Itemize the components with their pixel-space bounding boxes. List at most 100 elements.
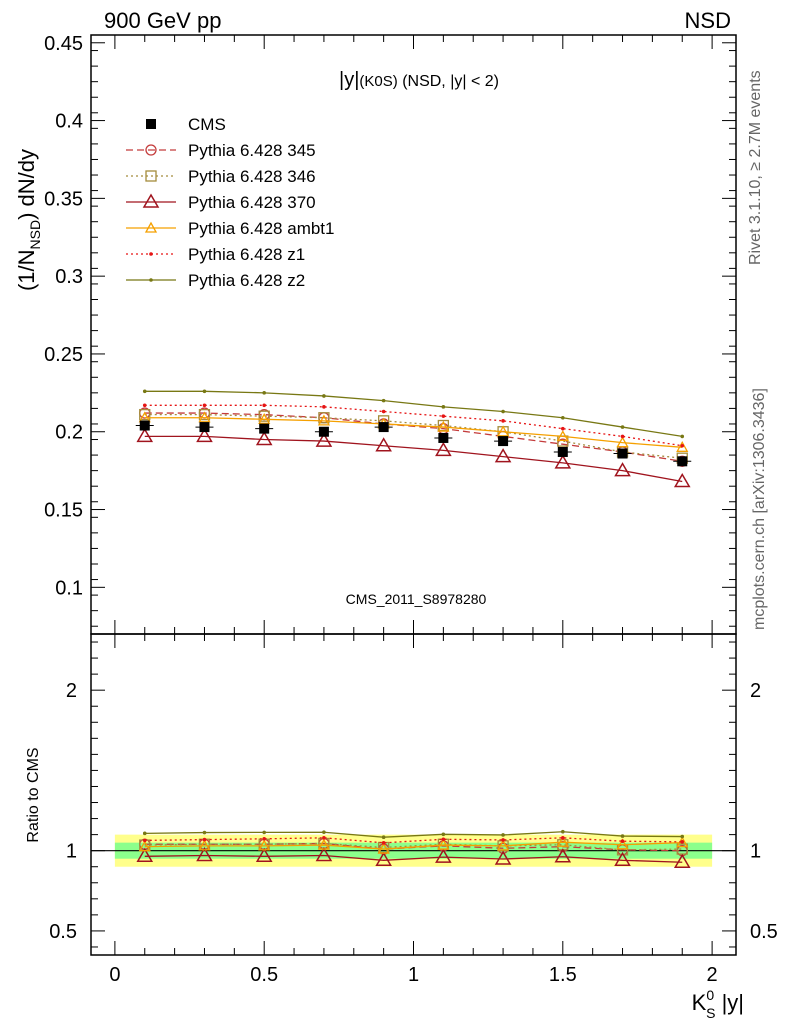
- main-series-line: [144, 412, 683, 462]
- ratio-y-tick-label: 0.5: [49, 921, 77, 943]
- ratio-triangle-marker: [496, 839, 510, 851]
- main-dot-marker: [441, 414, 446, 418]
- ratio-dot-marker: [142, 831, 147, 836]
- ratio-dot-marker: [680, 834, 685, 839]
- main-triangle-marker: [255, 431, 273, 446]
- y-axis-label-pre: (1/N: [14, 249, 39, 291]
- main-square-marker: [139, 408, 151, 421]
- main-triangle-marker: [494, 448, 512, 463]
- cms-data-point: [677, 456, 688, 467]
- x-tick-label: 1: [408, 964, 419, 986]
- ratio-series-5: [142, 836, 685, 845]
- y-tick-label: 0.35: [44, 188, 83, 210]
- x-tick-label: 1.5: [549, 964, 577, 986]
- main-triangle-marker: [556, 430, 569, 442]
- ratio-series-6: [142, 829, 685, 839]
- header-energy-label: 900 GeV pp: [104, 8, 221, 33]
- main-triangle-marker: [673, 473, 691, 488]
- y-tick-label: 0.1: [55, 577, 83, 599]
- ratio-plot-panel: 0.5 0.51 12 20 0.5 1 1.5 2 Ratio to CMS K0 S |y|: [25, 633, 778, 1021]
- x-axis-label-sup: 0: [706, 987, 714, 1003]
- main-dot-marker: [561, 415, 565, 420]
- main-dot-marker: [561, 426, 565, 431]
- main-dot-marker: [322, 394, 326, 398]
- main-dot-marker: [262, 391, 266, 395]
- ratio-triangle-marker: [255, 847, 273, 863]
- legend-entry: Pythia 6.428 z1: [126, 245, 305, 264]
- main-series-line: [144, 435, 683, 483]
- main-square-marker: [198, 408, 211, 421]
- cms-data-point: [139, 420, 150, 431]
- ratio-dot-marker: [381, 841, 386, 845]
- main-dot-marker: [381, 409, 386, 414]
- legend: CMS Pythia 6.428 345 Pythia 6.428 346 Pythi…: [126, 115, 334, 290]
- ratio-dot-marker: [142, 838, 147, 843]
- legend-label: Pythia 6.428 370: [188, 193, 316, 212]
- main-triangle-marker: [196, 427, 213, 443]
- plot-title-particle: (K0S): [359, 73, 397, 90]
- ratio-dot-marker: [501, 838, 505, 842]
- ratio-dot-marker: [620, 834, 625, 838]
- ratio-series-line: [144, 854, 683, 863]
- cms-data-point: [617, 448, 628, 459]
- legend-entry: Pythia 6.428 346: [126, 167, 316, 186]
- main-dot-marker: [620, 434, 625, 439]
- ratio-triangle-marker: [673, 853, 691, 868]
- ratio-plot-frame: [90, 633, 737, 956]
- legend-entry: CMS: [146, 115, 226, 134]
- legend-label: Pythia 6.428 346: [188, 167, 316, 186]
- ratio-dot-marker: [501, 833, 505, 837]
- analysis-watermark: CMS_2011_S8978280: [346, 591, 487, 607]
- ratio-dot-marker: [561, 836, 565, 840]
- ratio-triangle-marker: [258, 839, 271, 851]
- main-square-marker: [318, 412, 330, 424]
- ratio-triangle-marker: [138, 840, 151, 852]
- main-dot-marker: [441, 405, 446, 409]
- main-triangle-marker: [198, 411, 211, 423]
- x-tick-label: 0: [109, 964, 120, 986]
- main-dot-marker: [501, 419, 505, 423]
- legend-entry: Pythia 6.428 ambt1: [126, 219, 334, 238]
- y-axis-label-sub: NSD: [27, 220, 43, 250]
- y-axis-label: (1/NNSD) dN/dy: [14, 149, 43, 291]
- ratio-triangle-marker: [317, 838, 331, 850]
- cms-data-point: [557, 446, 568, 457]
- cms-data-point: [378, 422, 389, 433]
- header-process-label: NSD: [685, 8, 731, 33]
- plot-title-cut: (NSD, |y| < 2): [398, 73, 499, 90]
- ratio-y-tick-label-right: 1: [750, 841, 761, 863]
- ratio-dot-marker: [441, 837, 446, 842]
- main-triangle-marker: [554, 454, 572, 469]
- x-axis-label-base: K: [692, 990, 707, 1015]
- main-triangle-marker: [136, 427, 154, 443]
- legend-marker: [149, 252, 153, 256]
- ratio-triangle-marker: [616, 838, 629, 850]
- cms-data-point: [438, 432, 449, 443]
- ratio-dot-marker: [441, 832, 446, 837]
- main-dot-marker: [202, 389, 207, 394]
- legend-label: Pythia 6.428 z2: [188, 271, 305, 290]
- main-dot-marker: [381, 398, 386, 403]
- ratio-triangle-marker: [614, 851, 631, 867]
- main-dot-marker: [202, 403, 207, 408]
- main-triangle-marker: [496, 425, 510, 437]
- ratio-axis-label: Ratio to CMS: [25, 747, 42, 842]
- main-series-line: [144, 417, 683, 448]
- main-dot-marker: [322, 405, 326, 409]
- ratio-triangle-marker: [196, 847, 213, 862]
- legend-entry: Pythia 6.428 345: [126, 141, 316, 160]
- ratio-triangle-marker: [315, 847, 333, 862]
- ratio-dot-marker: [322, 836, 326, 840]
- x-axis-label-sub: S: [706, 1005, 715, 1021]
- y-tick-label: 0.4: [55, 111, 83, 133]
- ratio-dot-marker: [381, 835, 386, 839]
- ratio-dot-marker: [561, 829, 565, 834]
- mcplots-reference-label: mcplots.cern.ch [arXiv:1306.3436]: [751, 388, 768, 630]
- cms-data-point: [259, 423, 270, 434]
- main-dot-marker: [680, 443, 685, 448]
- main-square-marker: [258, 410, 270, 422]
- ratio-triangle-marker: [375, 851, 392, 867]
- legend-label: CMS: [188, 115, 226, 134]
- main-series-line: [144, 390, 683, 438]
